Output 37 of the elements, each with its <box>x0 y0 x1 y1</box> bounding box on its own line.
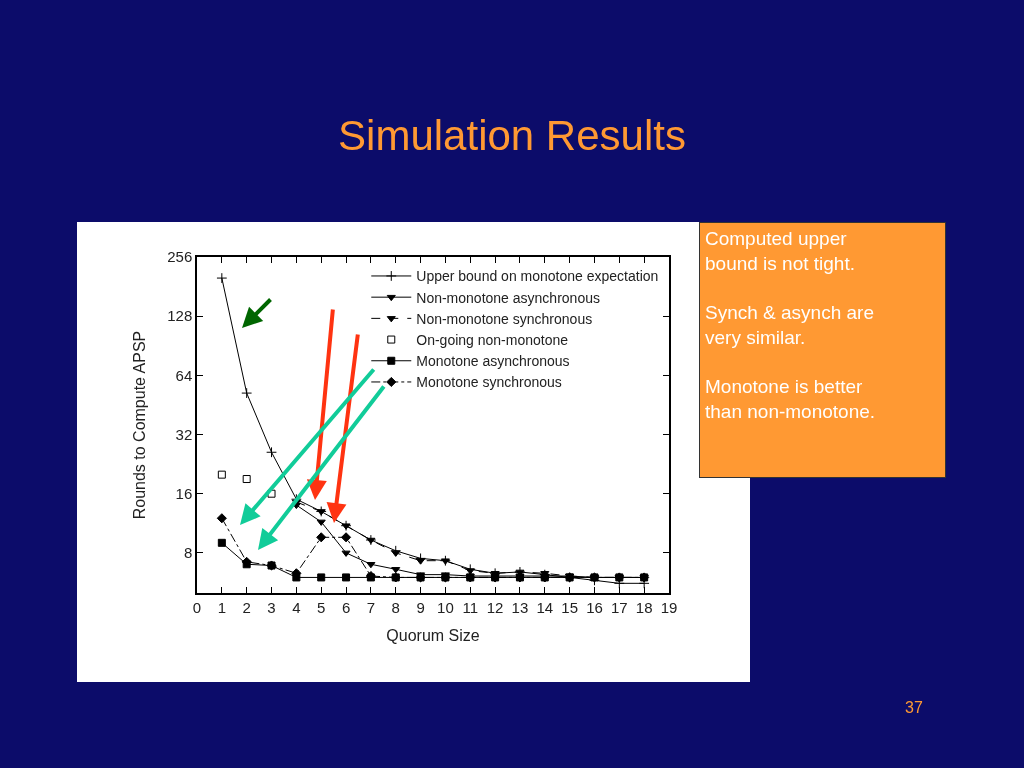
chart-title: Simulation Results <box>338 111 686 159</box>
legend-label: Non-monotone asynchronous <box>416 289 600 306</box>
x-tick-label: 13 <box>511 598 529 616</box>
legend-label: Upper bound on monotone expectation <box>416 268 659 285</box>
x-tick-label: 18 <box>635 598 653 616</box>
y-tick-label: 32 <box>175 425 193 443</box>
legend-label: Monotone synchronous <box>416 374 562 391</box>
x-tick-label: 6 <box>341 598 351 616</box>
x-tick-label: 3 <box>267 598 276 616</box>
x-axis-title: Quorum Size <box>386 626 480 644</box>
y-tick-label: 16 <box>175 484 193 502</box>
text: 37 <box>905 699 923 716</box>
x-tick-label: 10 <box>437 598 454 616</box>
x-tick-label: 17 <box>610 598 628 616</box>
y-tick-label: 128 <box>167 307 193 325</box>
x-tick-label: 4 <box>292 598 301 616</box>
legend-label: Non-monotone synchronous <box>416 310 593 327</box>
x-tick-label: 12 <box>486 598 504 616</box>
y-tick-label: 64 <box>175 366 193 384</box>
x-tick-label: 11 <box>462 598 479 616</box>
legend-label: On-going non-monotone <box>416 332 569 349</box>
x-tick-label: 7 <box>366 598 376 616</box>
x-tick-label: 15 <box>561 598 578 616</box>
x-tick-label: 2 <box>242 598 251 616</box>
x-tick-label: 5 <box>317 598 326 616</box>
x-tick-label: 9 <box>416 598 425 616</box>
y-axis-title: Rounds to Compute APSP <box>130 330 148 520</box>
x-tick-label: 0 <box>192 598 202 616</box>
y-tick-label: 256 <box>167 248 193 266</box>
x-tick-label: 16 <box>586 598 603 616</box>
x-tick-label: 19 <box>660 598 678 616</box>
x-tick-label: 8 <box>391 598 400 616</box>
x-tick-label: 14 <box>536 598 554 616</box>
x-tick-label: 1 <box>217 598 227 616</box>
text: Computed upper bound is not tight. Synch & asynch are very similar. Monotone is better than non-monotone. <box>705 228 876 422</box>
y-tick-label: 8 <box>183 544 193 562</box>
legend-label: Monotone asynchronous <box>416 353 570 370</box>
